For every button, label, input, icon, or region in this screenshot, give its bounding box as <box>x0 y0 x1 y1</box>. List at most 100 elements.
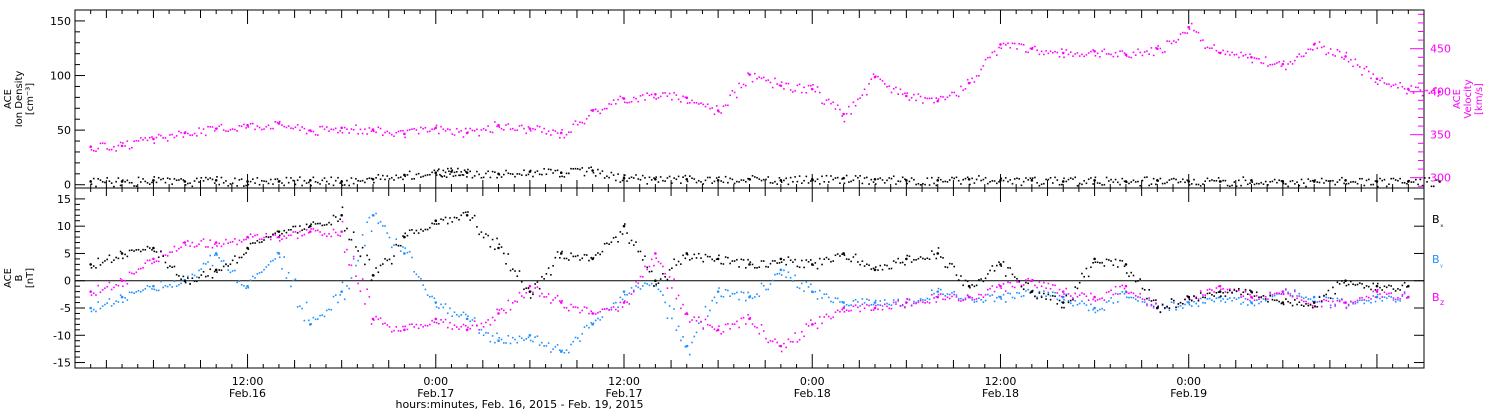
velocity-series-point <box>1148 53 1150 56</box>
velocity-series-point <box>783 88 785 90</box>
density-series-point <box>1302 182 1305 184</box>
density-series-point <box>191 185 194 188</box>
density-series-point <box>684 174 687 177</box>
by-series-point <box>122 301 124 304</box>
b-tick-label: 0 <box>64 275 71 288</box>
by-series-point <box>148 285 151 288</box>
bz-series-point <box>276 236 279 239</box>
velocity-series-point <box>290 127 292 129</box>
bx-series-point <box>1318 296 1321 298</box>
density-series-point <box>1072 178 1074 180</box>
bz-series-point <box>565 307 568 309</box>
bx-series-point <box>299 225 301 227</box>
density-series-point <box>276 178 279 180</box>
density-series-point <box>1083 180 1085 182</box>
by-series-point <box>1123 293 1126 295</box>
bz-series-datum <box>246 235 249 239</box>
by-series-point <box>666 317 669 319</box>
bx-series-point <box>137 248 140 251</box>
density-series-point <box>243 185 245 187</box>
velocity-series-point <box>1294 59 1296 62</box>
density-series-point <box>97 178 100 180</box>
velocity-series-point <box>1403 88 1406 90</box>
density-series-point <box>1217 177 1220 179</box>
bx-series-point <box>680 263 682 265</box>
bz-series-point <box>834 311 837 313</box>
bz-series-point <box>619 301 622 304</box>
velocity-series-point <box>1213 44 1215 46</box>
by-series-point <box>328 308 330 311</box>
bx-series-point <box>1161 303 1164 306</box>
by-series-point <box>281 268 283 270</box>
bz-series-point <box>496 308 498 311</box>
bz-series-datum <box>1407 295 1410 299</box>
density-series-point <box>924 183 926 186</box>
density-series-point <box>514 175 516 178</box>
bx-series-point <box>213 270 216 273</box>
density-series-point <box>451 169 454 172</box>
bz-series-point <box>1392 297 1395 299</box>
bz-series-point <box>1092 298 1094 301</box>
density-series-point <box>711 182 714 184</box>
density-series-point <box>299 176 301 178</box>
density-series-point <box>657 181 660 183</box>
velocity-series-point <box>852 101 855 104</box>
density-series-point <box>364 181 366 184</box>
bx-series-point <box>166 266 169 269</box>
bx-series-point <box>1294 299 1296 301</box>
velocity-series-point <box>1049 50 1052 53</box>
bx-series-point <box>570 252 572 255</box>
by-series-point <box>1137 300 1139 302</box>
bz-series-point <box>922 301 924 303</box>
bz-series-point <box>1195 296 1198 298</box>
bz-series-point <box>1356 299 1359 302</box>
bz-series-point <box>402 325 404 328</box>
density-series-point <box>1101 184 1103 186</box>
density-series-point <box>906 182 908 185</box>
bx-series-point <box>1175 306 1177 309</box>
velocity-series-point <box>330 128 333 131</box>
by-series-point <box>1040 295 1043 297</box>
bx-series-point <box>1108 259 1110 261</box>
velocity-series-point <box>204 134 207 137</box>
bx-series-point <box>662 272 664 275</box>
bx-series-point <box>839 255 841 257</box>
bz-series-point <box>644 265 646 268</box>
bz-series-point <box>563 306 566 309</box>
density-series-point <box>1175 178 1177 181</box>
bz-series-point <box>122 285 124 288</box>
velocity-series-point <box>648 94 651 97</box>
density-series-datum <box>654 177 657 181</box>
velocity-series-point <box>133 140 135 143</box>
bx-series-point <box>1354 284 1357 286</box>
velocity-series-datum <box>967 81 971 85</box>
bz-series-point <box>386 324 389 326</box>
velocity-series-point <box>1415 86 1417 89</box>
bx-series-point <box>1280 302 1283 305</box>
bx-series-point <box>1002 261 1005 263</box>
velocity-series-point <box>196 135 198 137</box>
by-series-point <box>688 353 691 356</box>
velocity-series-point <box>1152 54 1155 57</box>
velocity-series-point <box>366 133 368 135</box>
bx-series-point <box>765 265 767 268</box>
bz-series-point <box>426 324 429 327</box>
bz-series-point <box>227 242 229 245</box>
density-series-point <box>1013 178 1016 180</box>
bx-series-point <box>108 254 111 257</box>
by-series-point <box>422 284 424 286</box>
density-series-point <box>238 179 241 181</box>
bx-series-point <box>393 255 395 257</box>
bz-series-point <box>139 267 142 270</box>
bx-series-point <box>478 233 480 236</box>
bz-series-point <box>1047 282 1050 285</box>
by-series-point <box>1244 298 1247 300</box>
by-series-point <box>1327 296 1330 299</box>
velocity-series-point <box>1323 45 1325 48</box>
bx-series-point <box>258 241 261 244</box>
velocity-series-point <box>334 127 337 130</box>
by-series-point <box>321 314 324 316</box>
density-series-point <box>742 179 745 182</box>
density-series-point <box>1327 180 1330 182</box>
bx-series-point <box>868 264 870 266</box>
